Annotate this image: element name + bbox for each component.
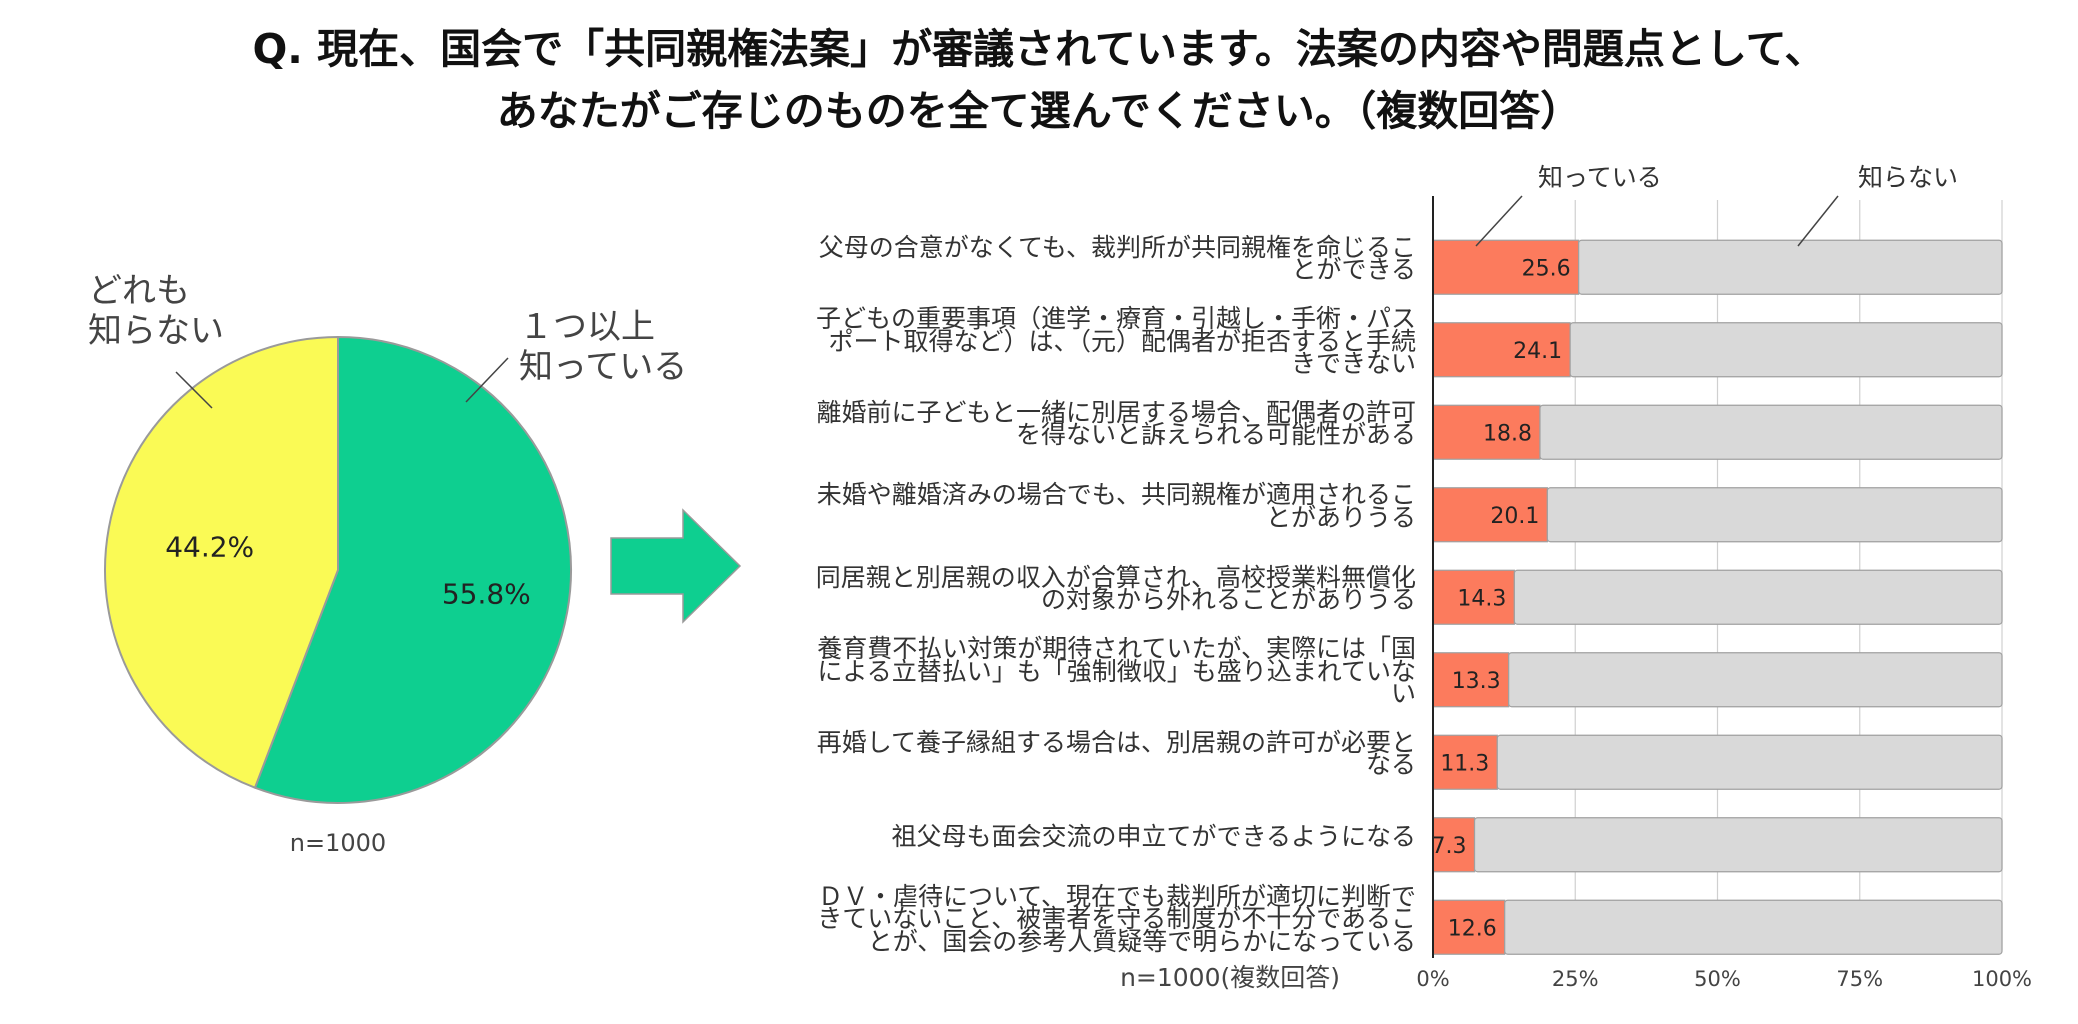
category-label-line: ＤＶ・虐待について、現在でも裁判所が適切に判断で bbox=[817, 881, 1416, 911]
category-label-line: 同居親と別居親の収入が合算され、高校授業料無償化 bbox=[815, 562, 1416, 592]
category-label-line: きていないこと、被害者を守る制度が不十分であるこ bbox=[817, 904, 1416, 933]
bar-unknown bbox=[1578, 239, 2003, 295]
bar-sample-note: n=1000(複数回答) bbox=[1120, 963, 1340, 992]
category-label-line: とが、国会の参考人質疑等で明らかになっている bbox=[867, 926, 1416, 956]
series-label: 知っている bbox=[1538, 163, 1662, 192]
pie-slice-label: １つ以上知っている bbox=[519, 307, 687, 387]
category-label-line: きできない bbox=[1290, 349, 1416, 378]
bar-known bbox=[1432, 487, 1548, 543]
category-label: ＤＶ・虐待について、現在でも裁判所が適切に判断で きていないこと、被害者を守る制度… bbox=[700, 881, 1416, 956]
bar-unknown bbox=[1513, 569, 2003, 625]
pie-slice bbox=[104, 335, 339, 789]
bar-unknown bbox=[1508, 652, 2003, 708]
bar-known bbox=[1432, 734, 1498, 790]
x-tick-label: 25% bbox=[1552, 967, 1599, 991]
series-label: 知らない bbox=[1858, 163, 1958, 192]
category-label: 父母の合意がなくても、裁判所が共同親権を命じるこ とができる bbox=[700, 232, 1416, 285]
bar-value-label: 11.3 bbox=[1440, 751, 1489, 776]
pie-chart: 55.8% 44.2% １つ以上知っている どれも知らない n=1000 bbox=[88, 271, 687, 857]
bar-unknown bbox=[1496, 734, 2003, 790]
title-line-2: あなたがご存じのものを全て選んでください。（複数回答） bbox=[496, 87, 1582, 135]
category-label-line: 養育費不払い対策が期待されていたが、実際には「国 bbox=[817, 634, 1416, 663]
pie-slice-value: 55.8% bbox=[442, 578, 531, 611]
bar-chart: 0% 25% 50% 75% 100% 25.6 24.1 18.8 20.1 14.3 13.3 1… bbox=[1120, 163, 2032, 992]
bar-value-label: 18.8 bbox=[1483, 421, 1532, 446]
bar-known bbox=[1432, 322, 1571, 378]
bar-value-label: 13.3 bbox=[1452, 669, 1501, 694]
chart-title: Q. 現在、国会で「共同親権法案」が審議されています。法案の内容や問題点として、… bbox=[0, 18, 2078, 142]
pie-slice bbox=[253, 335, 572, 804]
right-arrow-icon bbox=[610, 508, 742, 624]
category-label-line: 子どもの重要事項（進学・療育・引越し・手術・パス bbox=[815, 304, 1416, 333]
category-label-line: 父母の合意がなくても、裁判所が共同親権を命じるこ bbox=[818, 232, 1416, 262]
category-label-line: ポート取得など）は、（元）配偶者が拒否すると手続 bbox=[828, 326, 1416, 356]
leader-line bbox=[175, 371, 213, 409]
category-label: 祖父母も面会交流の申立てができるようになる bbox=[700, 821, 1416, 851]
category-label-line: とがありうる bbox=[1265, 502, 1416, 532]
category-label-line: なる bbox=[1365, 750, 1416, 780]
category-label-line: 離婚前に子どもと一緒に別居する場合、配偶者の許可 bbox=[816, 397, 1416, 427]
category-label: 再婚して養子縁組する場合は、別居親の許可が必要と なる bbox=[700, 727, 1416, 780]
bar-value-label: 24.1 bbox=[1513, 339, 1562, 364]
category-label: 未婚や離婚済みの場合でも、共同親権が適用されるこ とがありうる bbox=[700, 480, 1416, 532]
bar-unknown bbox=[1569, 322, 2003, 378]
x-tick-label: 75% bbox=[1836, 967, 1883, 991]
leader-line bbox=[465, 357, 509, 403]
category-label: 離婚前に子どもと一緒に別居する場合、配偶者の許可 を得ないと訴えられる可能性がある bbox=[700, 397, 1416, 450]
bar-known bbox=[1432, 899, 1506, 955]
bar-unknown bbox=[1504, 899, 2003, 955]
bar-value-label: 14.3 bbox=[1457, 586, 1506, 611]
bar-unknown bbox=[1546, 487, 2003, 543]
category-label-line: 祖父母も面会交流の申立てができるようになる bbox=[891, 821, 1416, 851]
leader-line bbox=[1475, 195, 1523, 247]
category-label-line: 未婚や離婚済みの場合でも、共同親権が適用されるこ bbox=[816, 480, 1416, 510]
bar-value-label: 25.6 bbox=[1522, 256, 1571, 281]
category-label-line: い bbox=[1390, 679, 1416, 708]
bar-value-label: 7.3 bbox=[1432, 834, 1467, 859]
bar-value-label: 20.1 bbox=[1490, 504, 1539, 529]
bar-known bbox=[1432, 404, 1541, 460]
category-label: 養育費不払い対策が期待されていたが、実際には「国 による立替払い」も「強制徴収」も… bbox=[700, 634, 1416, 708]
category-label-line: とができる bbox=[1291, 255, 1416, 285]
category-label-line: 再婚して養子縁組する場合は、別居親の許可が必要と bbox=[816, 727, 1416, 757]
x-tick-label: 0% bbox=[1416, 967, 1449, 991]
leader-line bbox=[1797, 195, 1839, 247]
bar-known bbox=[1432, 239, 1580, 295]
category-label-line: による立替払い」も「強制徴収」も盛り込まれていな bbox=[817, 656, 1416, 686]
pie-sample-note: n=1000 bbox=[290, 829, 386, 857]
x-tick-label: 100% bbox=[1972, 967, 2032, 991]
pie-slice-label: どれも知らない bbox=[88, 271, 224, 351]
category-label: 子どもの重要事項（進学・療育・引越し・手術・パス ポート取得など）は、（元）配偶者… bbox=[700, 304, 1416, 378]
title-line-1: Q. 現在、国会で「共同親権法案」が審議されています。法案の内容や問題点として、 bbox=[252, 25, 1826, 73]
arrow-graphic bbox=[610, 508, 742, 624]
bar-unknown bbox=[1539, 404, 2003, 460]
pie-slice-value: 44.2% bbox=[165, 530, 254, 563]
category-label-line: の対象から外れることがありうる bbox=[1040, 585, 1416, 615]
category-label: 同居親と別居親の収入が合算され、高校授業料無償化 の対象から外れることがありうる bbox=[700, 562, 1416, 615]
bar-unknown bbox=[1473, 817, 2003, 873]
x-tick-label: 50% bbox=[1694, 967, 1741, 991]
bar-value-label: 12.6 bbox=[1448, 916, 1497, 941]
category-label-line: を得ないと訴えられる可能性がある bbox=[1015, 420, 1416, 450]
